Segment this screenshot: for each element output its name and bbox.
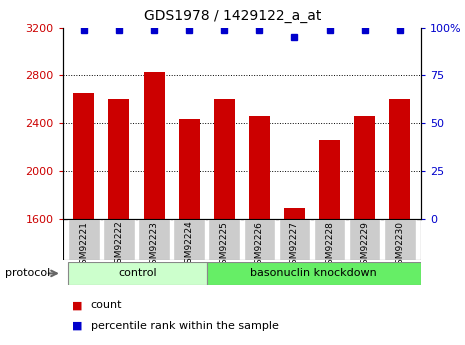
Text: GSM92222: GSM92222: [114, 221, 123, 269]
Bar: [354, 116, 375, 219]
Bar: [173, 219, 205, 260]
Text: GSM92224: GSM92224: [185, 221, 193, 269]
Bar: [349, 219, 380, 260]
Text: GSM92229: GSM92229: [360, 221, 369, 269]
Text: GSM92223: GSM92223: [150, 221, 159, 269]
Bar: [68, 262, 207, 285]
Text: GSM92221: GSM92221: [80, 221, 88, 269]
Text: GDS1978 / 1429122_a_at: GDS1978 / 1429122_a_at: [144, 9, 321, 23]
Bar: [207, 262, 421, 285]
Text: count: count: [91, 300, 122, 310]
Bar: [314, 219, 345, 260]
Text: GSM92226: GSM92226: [255, 221, 264, 269]
Text: GSM92228: GSM92228: [325, 221, 334, 269]
Bar: [249, 116, 270, 219]
Bar: [279, 219, 310, 260]
Text: protocol: protocol: [5, 268, 50, 278]
Bar: [179, 119, 199, 219]
Bar: [214, 99, 235, 219]
Text: control: control: [118, 268, 157, 278]
Bar: [284, 208, 305, 219]
Text: ■: ■: [72, 300, 83, 310]
Text: ■: ■: [72, 321, 83, 331]
Bar: [208, 219, 240, 260]
Bar: [384, 219, 416, 260]
Text: GSM92230: GSM92230: [395, 221, 404, 270]
Text: percentile rank within the sample: percentile rank within the sample: [91, 321, 279, 331]
Bar: [244, 219, 275, 260]
Bar: [389, 99, 410, 219]
Text: basonuclin knockdown: basonuclin knockdown: [250, 268, 377, 278]
Bar: [68, 219, 100, 260]
Bar: [108, 99, 129, 219]
Bar: [144, 72, 165, 219]
Text: GSM92225: GSM92225: [220, 221, 229, 269]
Bar: [73, 93, 94, 219]
Bar: [138, 219, 170, 260]
Bar: [103, 219, 135, 260]
Text: GSM92227: GSM92227: [290, 221, 299, 269]
Bar: [319, 140, 340, 219]
